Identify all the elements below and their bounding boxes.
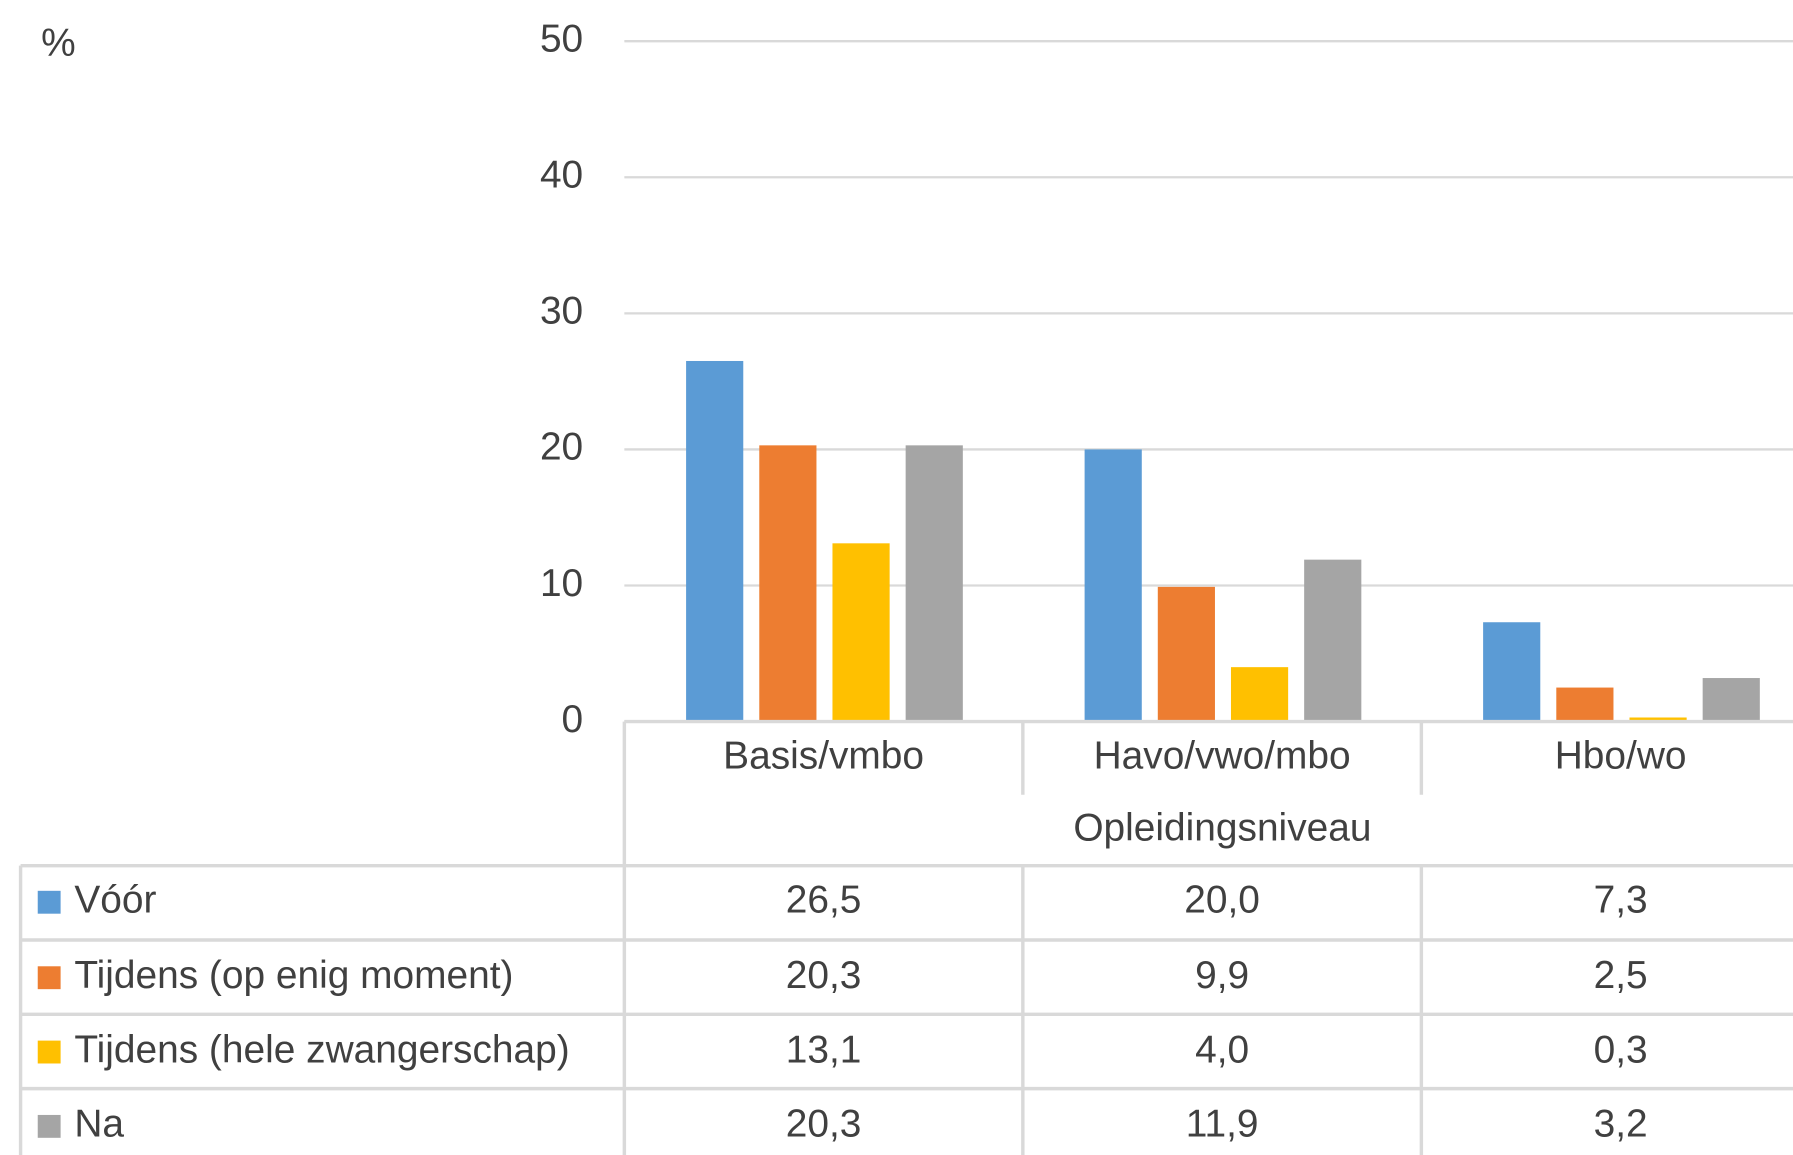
bar <box>1084 449 1142 722</box>
bar <box>1556 687 1614 722</box>
table-cell: 20,3 <box>786 1103 862 1146</box>
table-cell: 20,3 <box>786 954 862 997</box>
bar <box>1304 559 1362 722</box>
y-tick-label: 30 <box>540 290 583 333</box>
table-cell: 13,1 <box>786 1028 862 1071</box>
table-cell: 26,5 <box>786 879 862 922</box>
legend-label: Tijdens (hele zwangerschap) <box>74 1028 569 1071</box>
table-cell: 3,2 <box>1594 1103 1648 1146</box>
legend-swatch <box>37 1040 61 1064</box>
bar <box>1483 622 1541 722</box>
table-cell: 7,3 <box>1594 879 1648 922</box>
bar <box>1629 717 1687 722</box>
y-tick-label: 10 <box>540 562 583 605</box>
table-cell: 0,3 <box>1594 1028 1648 1071</box>
bar <box>686 360 744 722</box>
legend-swatch <box>37 890 61 914</box>
y-axis-label: % <box>41 22 76 65</box>
x-tick-label: Hbo/wo <box>1555 734 1687 777</box>
bar <box>1702 678 1760 722</box>
legend-label: Na <box>74 1103 124 1146</box>
bar <box>759 445 817 722</box>
table-cell: 2,5 <box>1594 954 1648 997</box>
x-tick-label: Basis/vmbo <box>723 734 924 777</box>
x-tick-label: Havo/vwo/mbo <box>1094 734 1351 777</box>
table-cell: 20,0 <box>1184 879 1260 922</box>
legend-label: Tijdens (op enig moment) <box>74 954 513 997</box>
bar <box>1230 667 1289 722</box>
legend-label: Vóór <box>74 879 156 922</box>
bar <box>1157 586 1215 722</box>
table-cell: 9,9 <box>1195 954 1249 997</box>
y-tick-label: 20 <box>540 426 583 469</box>
x-axis-label: Opleidingsniveau <box>1073 806 1371 849</box>
table-cell: 4,0 <box>1195 1028 1249 1071</box>
y-tick-label: 40 <box>540 154 583 197</box>
y-tick-label: 0 <box>562 698 584 741</box>
y-tick-label: 50 <box>540 17 583 60</box>
legend-swatch <box>37 1114 61 1138</box>
legend-swatch <box>37 966 61 990</box>
bar <box>905 445 963 722</box>
table-cell: 11,9 <box>1186 1103 1259 1146</box>
bar <box>832 543 890 722</box>
